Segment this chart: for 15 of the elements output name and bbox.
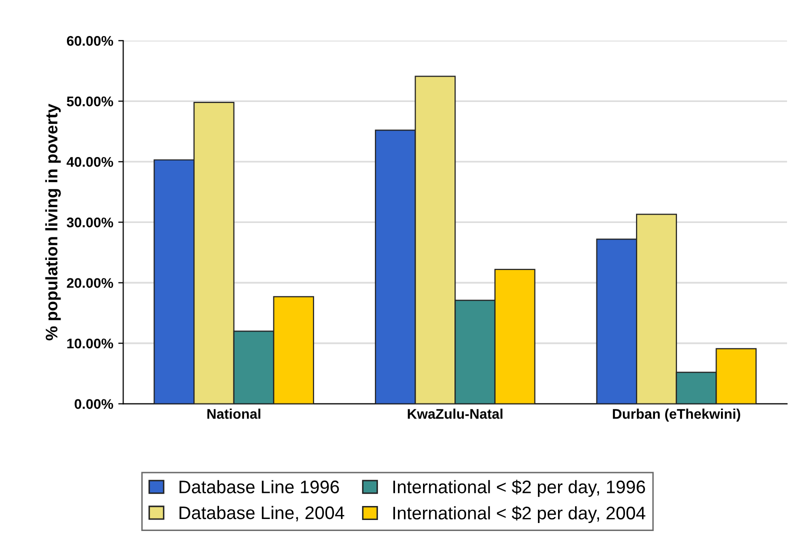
legend-label: Database Line 1996: [180, 480, 339, 494]
y-tick-label: 20.00%: [66, 278, 114, 288]
y-tick-label: 30.00%: [66, 218, 114, 228]
y-tick-label: 0.00%: [74, 399, 114, 409]
x-tick-label: National: [207, 408, 260, 419]
y-tick-label: 60.00%: [66, 36, 114, 46]
y-axis-title: % population living in poverty: [45, 104, 61, 340]
y-tick-label: 10.00%: [67, 338, 114, 348]
x-tick-label: Durban (eThekwini): [612, 408, 740, 422]
legend-label: International < $2 per day, 2004: [393, 506, 646, 524]
legend-label: International < $2 per day, 1996: [393, 480, 646, 497]
x-tick-label: KwaZulu-Natal: [408, 408, 502, 419]
legend-label: Database Line, 2004: [180, 506, 344, 522]
y-tick-label: 50.00%: [66, 96, 114, 106]
y-tick-label: 40.00%: [66, 157, 114, 167]
